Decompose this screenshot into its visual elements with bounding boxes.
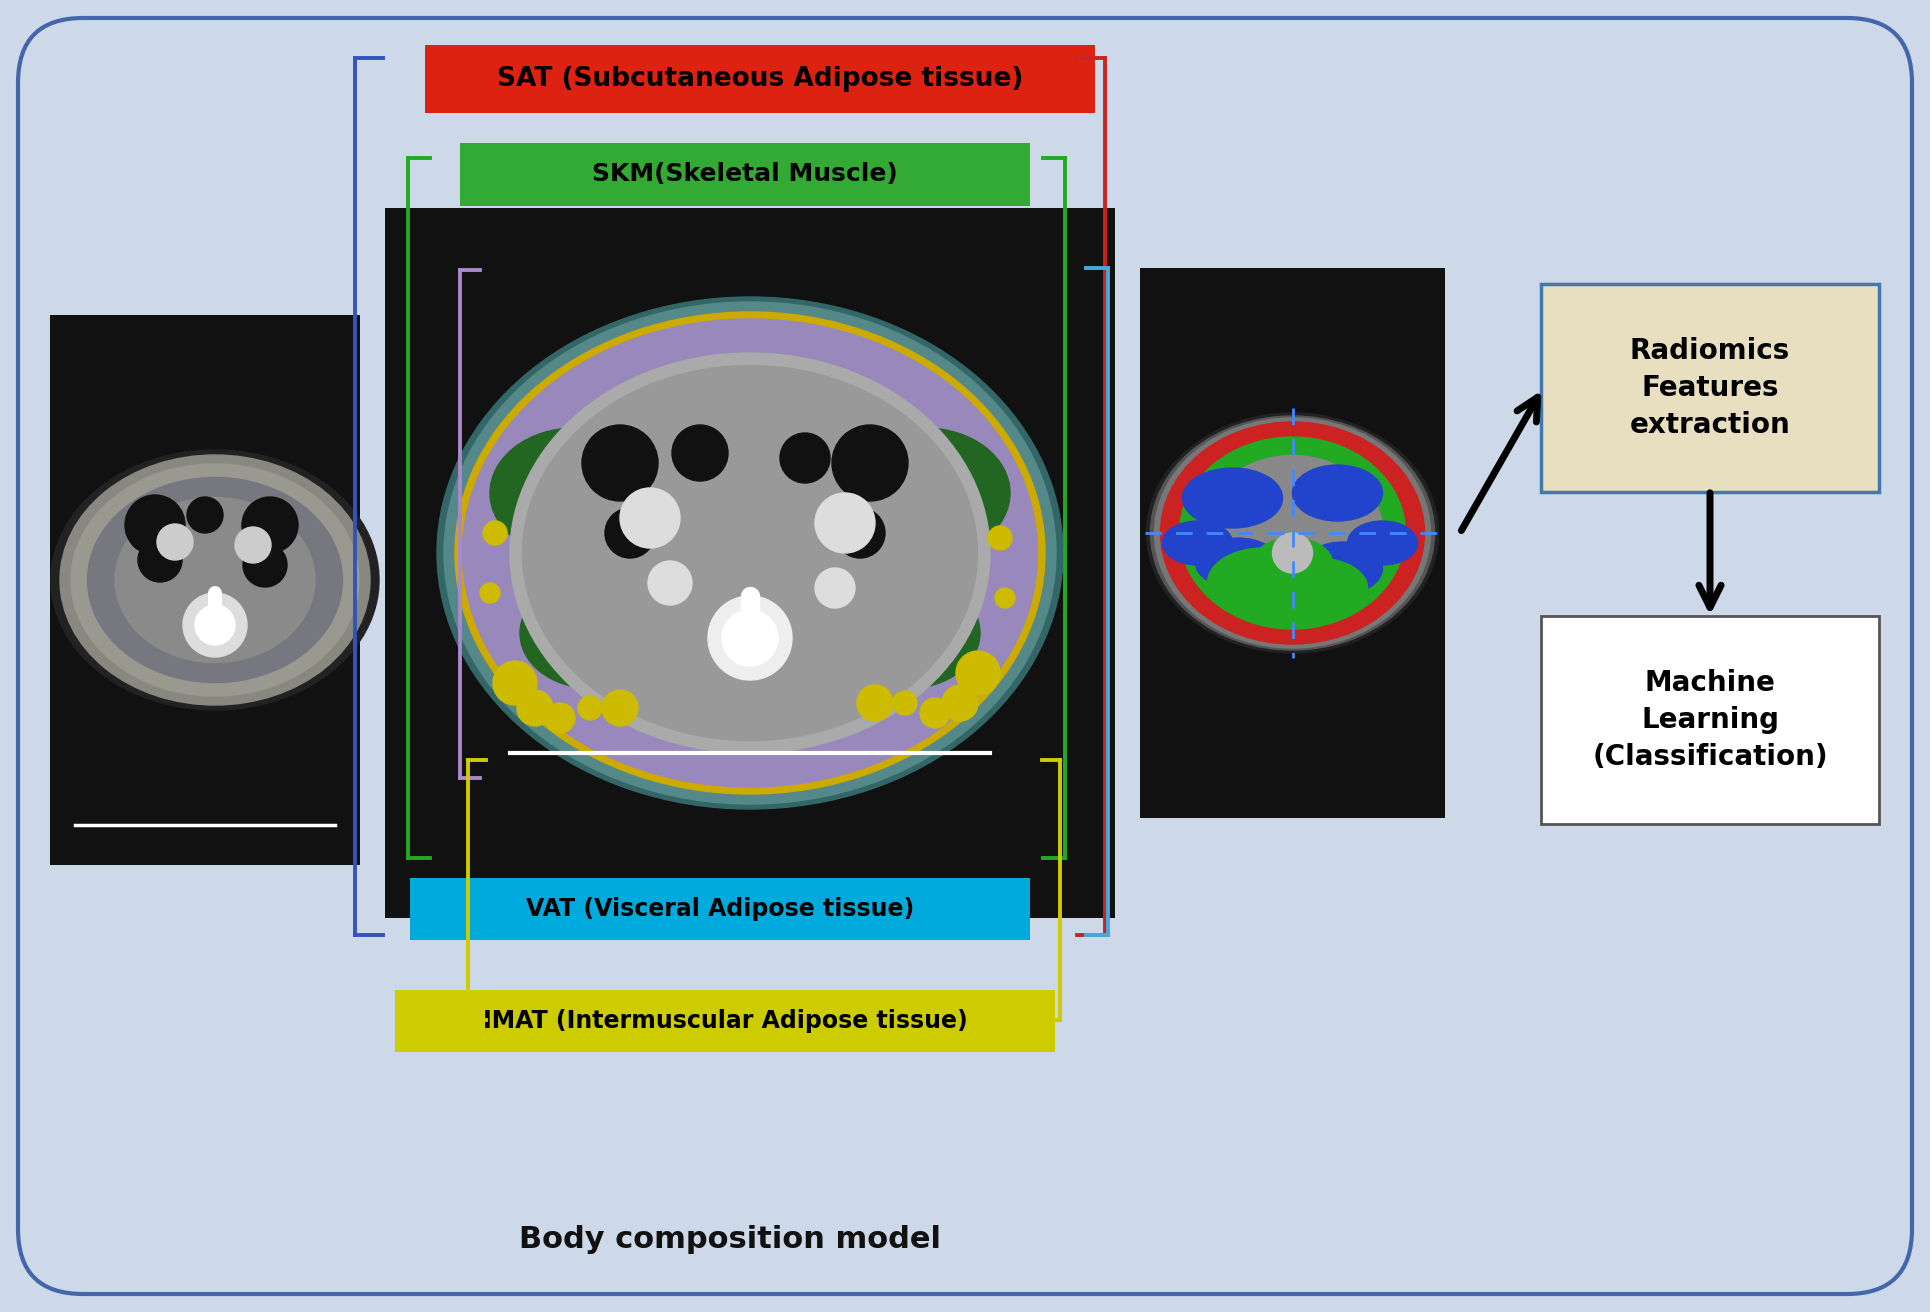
FancyBboxPatch shape <box>50 315 361 865</box>
FancyBboxPatch shape <box>1141 268 1446 817</box>
Circle shape <box>955 651 1000 695</box>
Text: Radiomics
Features
extraction: Radiomics Features extraction <box>1629 337 1791 438</box>
Ellipse shape <box>1195 538 1280 588</box>
Ellipse shape <box>71 464 359 695</box>
Ellipse shape <box>1208 548 1318 618</box>
Ellipse shape <box>1154 419 1430 648</box>
Ellipse shape <box>1347 521 1417 565</box>
Circle shape <box>517 690 554 726</box>
Circle shape <box>604 508 654 558</box>
Text: SKM(Skeletal Muscle): SKM(Skeletal Muscle) <box>593 163 897 186</box>
Circle shape <box>583 425 658 501</box>
Ellipse shape <box>50 450 378 710</box>
Circle shape <box>780 433 830 483</box>
Text: Body composition model: Body composition model <box>519 1225 942 1254</box>
Circle shape <box>241 497 297 552</box>
Circle shape <box>492 661 537 705</box>
FancyBboxPatch shape <box>17 18 1913 1294</box>
Circle shape <box>894 691 917 715</box>
Circle shape <box>243 543 288 586</box>
Text: Machine
Learning
(Classification): Machine Learning (Classification) <box>1592 669 1828 770</box>
FancyBboxPatch shape <box>459 143 1031 206</box>
Circle shape <box>814 568 855 607</box>
Text: SAT (Subcutaneous Adipose tissue): SAT (Subcutaneous Adipose tissue) <box>496 66 1023 92</box>
Circle shape <box>988 526 1011 550</box>
Circle shape <box>139 538 181 583</box>
Text: IMAT (Intermuscular Adipose tissue): IMAT (Intermuscular Adipose tissue) <box>482 1009 967 1033</box>
Circle shape <box>708 596 791 680</box>
Circle shape <box>481 583 500 604</box>
Ellipse shape <box>1183 468 1283 527</box>
Ellipse shape <box>840 579 980 687</box>
Circle shape <box>996 588 1015 607</box>
Circle shape <box>195 605 235 646</box>
Ellipse shape <box>1146 413 1438 653</box>
Circle shape <box>183 593 247 657</box>
Ellipse shape <box>510 353 990 753</box>
Circle shape <box>620 488 679 548</box>
Circle shape <box>722 610 778 666</box>
FancyBboxPatch shape <box>1540 617 1880 824</box>
Text: VAT (Visceral Adipose tissue): VAT (Visceral Adipose tissue) <box>525 897 915 921</box>
Circle shape <box>814 493 874 552</box>
Ellipse shape <box>87 478 342 682</box>
Ellipse shape <box>490 428 660 558</box>
Circle shape <box>672 425 728 482</box>
Ellipse shape <box>519 579 660 687</box>
FancyBboxPatch shape <box>409 878 1031 939</box>
Ellipse shape <box>1202 455 1384 610</box>
FancyBboxPatch shape <box>1540 283 1880 492</box>
Circle shape <box>857 685 894 722</box>
Ellipse shape <box>1268 558 1368 618</box>
Ellipse shape <box>60 455 371 705</box>
Ellipse shape <box>444 302 1056 804</box>
Ellipse shape <box>1293 464 1382 521</box>
Ellipse shape <box>1150 416 1434 649</box>
Circle shape <box>482 521 508 544</box>
Circle shape <box>577 695 602 720</box>
FancyBboxPatch shape <box>384 209 1116 918</box>
Circle shape <box>648 562 693 605</box>
Ellipse shape <box>840 428 1009 558</box>
FancyBboxPatch shape <box>396 991 1056 1052</box>
Circle shape <box>942 685 979 722</box>
Ellipse shape <box>432 294 1067 812</box>
Circle shape <box>125 495 185 555</box>
Ellipse shape <box>1179 437 1405 628</box>
Circle shape <box>832 425 907 501</box>
Ellipse shape <box>463 319 1038 787</box>
Ellipse shape <box>116 497 315 663</box>
Circle shape <box>544 703 575 733</box>
Circle shape <box>235 527 270 563</box>
Circle shape <box>836 508 886 558</box>
FancyBboxPatch shape <box>425 45 1094 113</box>
Ellipse shape <box>436 297 1063 810</box>
Ellipse shape <box>1303 542 1382 594</box>
Ellipse shape <box>1160 422 1424 644</box>
Circle shape <box>1272 533 1312 573</box>
Circle shape <box>921 698 950 728</box>
Circle shape <box>602 690 639 726</box>
Ellipse shape <box>523 366 977 740</box>
Ellipse shape <box>1162 521 1233 565</box>
Circle shape <box>187 497 224 533</box>
Ellipse shape <box>1253 538 1332 588</box>
Circle shape <box>156 523 193 560</box>
Ellipse shape <box>455 312 1044 794</box>
